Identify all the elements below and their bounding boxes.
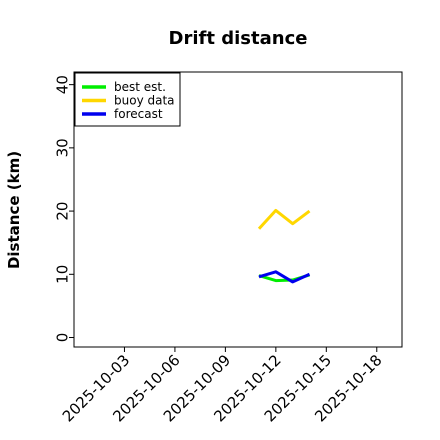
series-line-forecast [258, 270, 311, 284]
legend-label: best est. [114, 80, 166, 94]
plot-frame [73, 71, 403, 348]
y-tick-label: 30 [53, 138, 71, 157]
series-lines [257, 208, 311, 284]
legend-label: buoy data [114, 94, 175, 108]
y-tick-label: 20 [53, 202, 71, 221]
y-tick-label: 0 [53, 333, 71, 343]
y-tick-label: 40 [53, 75, 71, 94]
y-axis-label: Distance (km) [5, 151, 23, 269]
chart-title: Drift distance [169, 28, 308, 49]
series-line-buoy-data [257, 208, 311, 230]
legend-label: forecast [114, 107, 163, 121]
y-axis: 0 10 20 30 40 [53, 75, 74, 342]
y-tick-label: 10 [53, 265, 71, 284]
x-axis: 2025-10-032025-10-062025-10-092025-10-12… [59, 347, 386, 425]
